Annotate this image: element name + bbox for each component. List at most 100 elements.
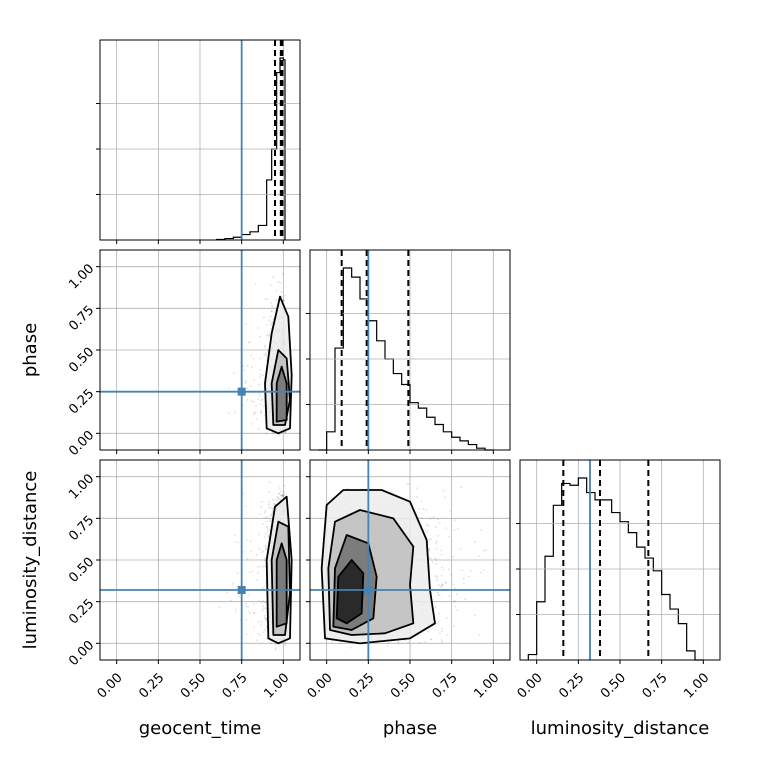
scatter-point [267, 535, 269, 537]
scatter-point [272, 502, 275, 505]
scatter-point [271, 318, 274, 321]
panel-phase-luminosity_distance: 0.00 0.25 0.50 0.75 1.00 phase [305, 459, 511, 739]
x-tick-label: 1.00 [681, 670, 712, 701]
scatter-point [440, 574, 443, 577]
scatter-point [432, 516, 435, 519]
scatter-point [260, 620, 263, 623]
scatter-point [282, 491, 285, 493]
scatter-point [438, 593, 441, 596]
scatter-point [266, 528, 269, 530]
scatter-point [263, 559, 266, 561]
scatter-point [281, 295, 283, 298]
scatter-point [264, 298, 267, 301]
scatter-point [274, 647, 277, 649]
scatter-point [245, 633, 248, 636]
x-tick-label: 1.00 [261, 670, 292, 701]
x-tick-label: 0.50 [598, 670, 629, 701]
scatter-point [435, 563, 438, 566]
scatter-point [247, 594, 250, 597]
scatter-point [268, 501, 271, 504]
scatter-point [456, 527, 459, 530]
x-tick-label: 0.50 [178, 670, 209, 701]
scatter-point [270, 514, 273, 516]
scatter-point [439, 586, 442, 588]
scatter-point [245, 618, 248, 621]
scatter-point [456, 609, 459, 612]
scatter-point [437, 534, 440, 537]
scatter-point [261, 609, 264, 612]
scatter-point [258, 392, 261, 395]
scatter-point [387, 642, 390, 644]
scatter-point [255, 417, 258, 420]
x-tick-label: 0.25 [136, 670, 167, 701]
scatter-point [420, 500, 423, 503]
scatter-point [231, 582, 234, 585]
scatter-point [386, 645, 389, 648]
scatter-point [268, 334, 271, 337]
x-axis-label-geocent_time: geocent_time [139, 718, 262, 739]
scatter-point [261, 551, 264, 554]
scatter-point [436, 591, 439, 594]
scatter-point [447, 568, 450, 571]
scatter-point [253, 626, 255, 629]
scatter-point [276, 495, 279, 498]
scatter-point [275, 299, 278, 302]
scatter-point [267, 503, 270, 506]
scatter-point [275, 498, 277, 501]
scatter-point [283, 641, 286, 644]
scatter-point [425, 524, 428, 526]
scatter-point [440, 549, 443, 552]
x-tick-label: 0.00 [515, 670, 546, 701]
scatter-point [257, 398, 260, 401]
y-axis-label-phase: phase [20, 323, 41, 377]
y-tick-label: 0.00 [66, 428, 97, 459]
scatter-point [442, 489, 445, 492]
y-tick-label: 1.00 [66, 261, 97, 292]
scatter-point [242, 365, 245, 368]
scatter-point [271, 320, 273, 323]
scatter-point [430, 638, 433, 640]
y-tick-label: 0.75 [66, 303, 97, 334]
scatter-point [280, 291, 283, 293]
scatter-point [435, 547, 438, 550]
scatter-point [266, 526, 269, 529]
scatter-point [418, 507, 421, 510]
scatter-point [397, 641, 400, 644]
scatter-point [449, 510, 451, 512]
scatter-point [453, 625, 455, 627]
scatter-point [259, 565, 262, 568]
scatter-point [260, 412, 262, 414]
scatter-point [253, 413, 256, 415]
scatter-point [263, 536, 266, 539]
scatter-point [266, 516, 269, 519]
scatter-point [262, 374, 265, 377]
scatter-point [278, 492, 281, 495]
scatter-point [474, 540, 476, 543]
scatter-point [246, 387, 249, 390]
scatter-point [258, 383, 261, 386]
scatter-point [442, 568, 445, 571]
scatter-point [259, 624, 262, 627]
contour-inner [275, 542, 288, 628]
scatter-point [257, 327, 260, 329]
scatter-point [265, 334, 268, 336]
scatter-point [260, 409, 263, 412]
panel-geocent_time-luminosity_distance: 0.00 0.25 0.50 0.75 1.00 geocent_time 0.00 0.25… [20, 459, 301, 739]
scatter-point [440, 639, 443, 641]
scatter-point [266, 530, 269, 533]
scatter-point [284, 294, 287, 297]
scatter-point [435, 540, 438, 543]
scatter-point [259, 335, 261, 338]
scatter-point [454, 519, 457, 522]
scatter-point [233, 372, 235, 375]
scatter-point [435, 542, 437, 545]
scatter-point [247, 606, 249, 608]
scatter-point [263, 405, 265, 407]
scatter-point [271, 305, 273, 308]
scatter-point [425, 509, 428, 511]
scatter-point [426, 530, 429, 533]
scatter-point [440, 554, 443, 556]
scatter-point [349, 646, 352, 649]
scatter-point [438, 612, 440, 615]
